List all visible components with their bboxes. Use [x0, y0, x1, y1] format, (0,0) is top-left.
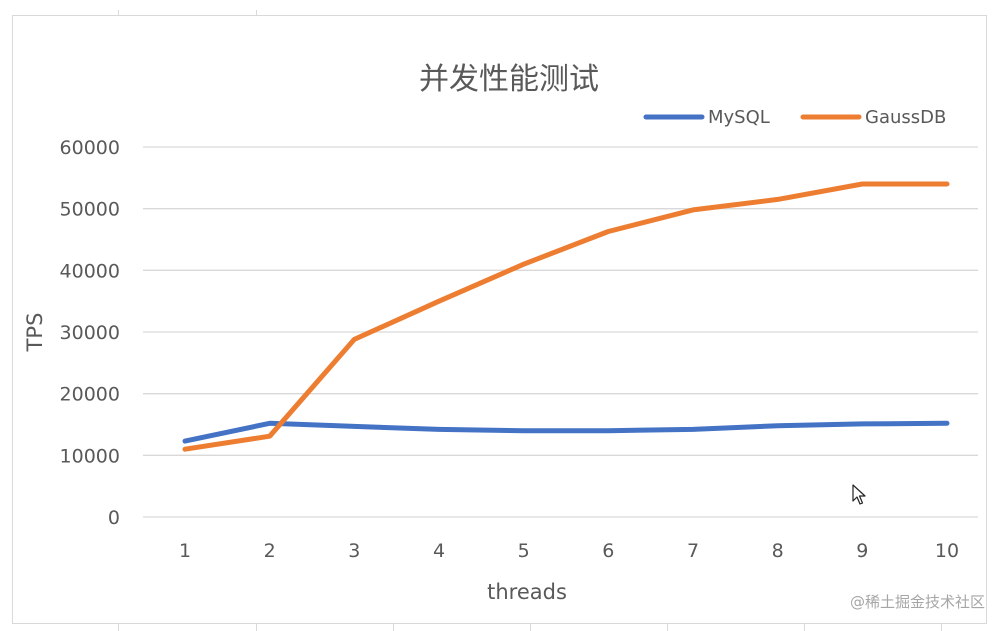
sheet-gridline-tick [530, 624, 531, 631]
legend: MySQL GaussDB [643, 107, 946, 128]
x-tick-label: 9 [856, 540, 868, 562]
x-axis-ticks: 1 2 3 4 5 6 7 8 9 10 [179, 540, 959, 562]
sheet-gridline-tick [256, 624, 257, 631]
x-tick-label: 10 [935, 540, 959, 562]
x-tick-label: 3 [348, 540, 360, 562]
y-axis-title: TPS [23, 313, 47, 353]
y-tick-label: 60000 [60, 137, 120, 159]
x-tick-label: 7 [687, 540, 699, 562]
sheet-gridline-tick [804, 624, 805, 631]
x-tick-label: 8 [772, 540, 784, 562]
sheet-gridline-tick [256, 10, 257, 16]
y-tick-label: 20000 [60, 384, 120, 406]
y-tick-label: 0 [108, 507, 120, 529]
sheet-gridline-tick [941, 624, 942, 631]
x-axis-title: threads [487, 580, 567, 604]
mouse-cursor-icon [852, 484, 866, 505]
y-gridlines [143, 146, 978, 518]
y-tick-label: 30000 [60, 322, 120, 344]
chart-title: 并发性能测试 [419, 62, 599, 97]
series-line-mysql [182, 420, 950, 444]
x-tick-label: 6 [602, 540, 614, 562]
y-tick-label: 10000 [60, 445, 120, 467]
x-tick-label: 1 [179, 540, 191, 562]
series-lines [182, 181, 950, 452]
x-tick-label: 4 [433, 540, 445, 562]
sheet-gridline-tick [393, 624, 394, 631]
legend-label-mysql: MySQL [708, 107, 770, 128]
series-line-gaussdb [182, 181, 950, 452]
legend-item-gaussdb[interactable]: GaussDB [800, 107, 946, 128]
sheet-gridline-tick [118, 10, 119, 16]
watermark: @稀土掘金技术社区 [849, 593, 985, 611]
sheet-gridline-tick [118, 624, 119, 631]
y-tick-label: 40000 [60, 260, 120, 282]
y-tick-label: 50000 [60, 199, 120, 221]
legend-label-gaussdb: GaussDB [865, 107, 946, 128]
x-tick-label: 2 [264, 540, 276, 562]
y-axis-ticks: 0 10000 20000 30000 40000 50000 60000 [60, 137, 120, 529]
sheet-gridline-tick [667, 624, 668, 631]
x-tick-label: 5 [518, 540, 530, 562]
legend-item-mysql[interactable]: MySQL [643, 107, 770, 128]
